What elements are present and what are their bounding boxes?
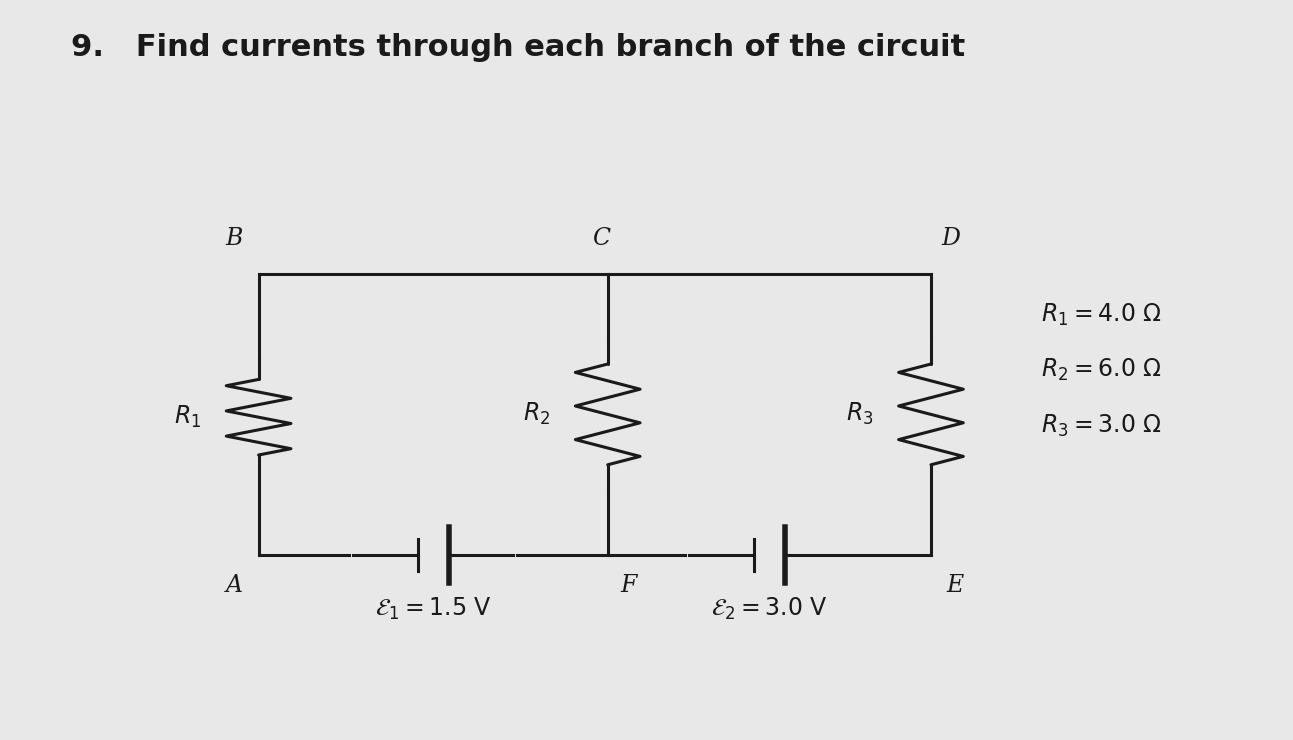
Text: $R_2$: $R_2$ xyxy=(522,401,551,428)
Text: C: C xyxy=(592,227,610,250)
Text: E: E xyxy=(946,574,963,596)
Text: $\mathcal{E}_2 = 3.0$ V: $\mathcal{E}_2 = 3.0$ V xyxy=(711,596,828,622)
Text: A: A xyxy=(226,574,243,596)
Text: $R_3$: $R_3$ xyxy=(846,401,874,428)
Text: $R_1 = 4.0\ \Omega$: $R_1 = 4.0\ \Omega$ xyxy=(1041,301,1162,328)
Text: $R_3 = 3.0\ \Omega$: $R_3 = 3.0\ \Omega$ xyxy=(1041,412,1162,439)
Text: $R_1$: $R_1$ xyxy=(173,404,202,431)
Text: $\mathcal{E}_1 = 1.5$ V: $\mathcal{E}_1 = 1.5$ V xyxy=(375,596,491,622)
Text: F: F xyxy=(621,574,637,596)
Text: B: B xyxy=(226,227,243,250)
Text: D: D xyxy=(941,227,961,250)
Text: 9.   Find currents through each branch of the circuit: 9. Find currents through each branch of … xyxy=(71,33,966,62)
Text: $R_2 = 6.0\ \Omega$: $R_2 = 6.0\ \Omega$ xyxy=(1041,357,1162,383)
